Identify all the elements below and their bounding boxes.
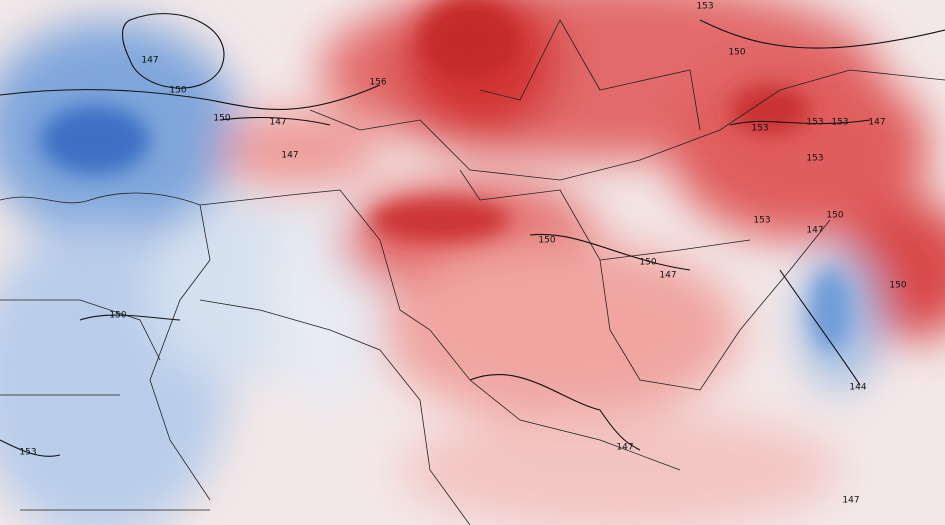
- contour-label: 147: [806, 226, 823, 236]
- contour-line: [0, 84, 381, 110]
- contour-label: 153: [753, 216, 770, 226]
- contour-label: 150: [213, 114, 230, 124]
- contour-label: 147: [269, 118, 286, 128]
- contour-line: [121, 13, 225, 89]
- contour-line: [779, 269, 861, 386]
- contour-label: 150: [826, 211, 843, 221]
- contour-label: 147: [281, 151, 298, 161]
- borders: [0, 19, 945, 525]
- contour-label: 144: [849, 383, 866, 393]
- contour-line: [729, 119, 871, 126]
- contour-label: 150: [639, 258, 656, 268]
- contour-label: 153: [806, 154, 823, 164]
- border-line: [199, 189, 681, 471]
- contour-label: 153: [19, 448, 36, 458]
- contour-label: 153: [696, 2, 713, 12]
- contour-label: 147: [868, 118, 885, 128]
- contours: [0, 13, 945, 457]
- border-line: [479, 19, 751, 261]
- border-line: [0, 299, 210, 511]
- contour-line: [699, 19, 945, 49]
- border-line: [199, 299, 471, 525]
- contour-label: 150: [728, 48, 745, 58]
- contour-line: [219, 116, 331, 126]
- coastline: [0, 192, 211, 501]
- contour-label: 147: [659, 271, 676, 281]
- contour-label: 147: [842, 496, 859, 506]
- contour-label: 156: [369, 78, 386, 88]
- contour-label: 147: [141, 56, 158, 66]
- contour-line: [529, 233, 691, 271]
- border-line: [309, 69, 945, 181]
- contour-label: 150: [889, 281, 906, 291]
- contour-label: 150: [109, 311, 126, 321]
- contour-line: [79, 314, 181, 321]
- contour-line: [0, 439, 61, 457]
- contour-label: 153: [831, 118, 848, 128]
- anomaly-cores: [40, 0, 850, 350]
- contour-line: [469, 374, 641, 451]
- contour-label: 150: [169, 86, 186, 96]
- contour-label: 153: [806, 118, 823, 128]
- contour-label: 153: [751, 124, 768, 134]
- contour-label: 147: [616, 443, 633, 453]
- border-line: [459, 169, 831, 391]
- contour-label: 150: [538, 236, 555, 246]
